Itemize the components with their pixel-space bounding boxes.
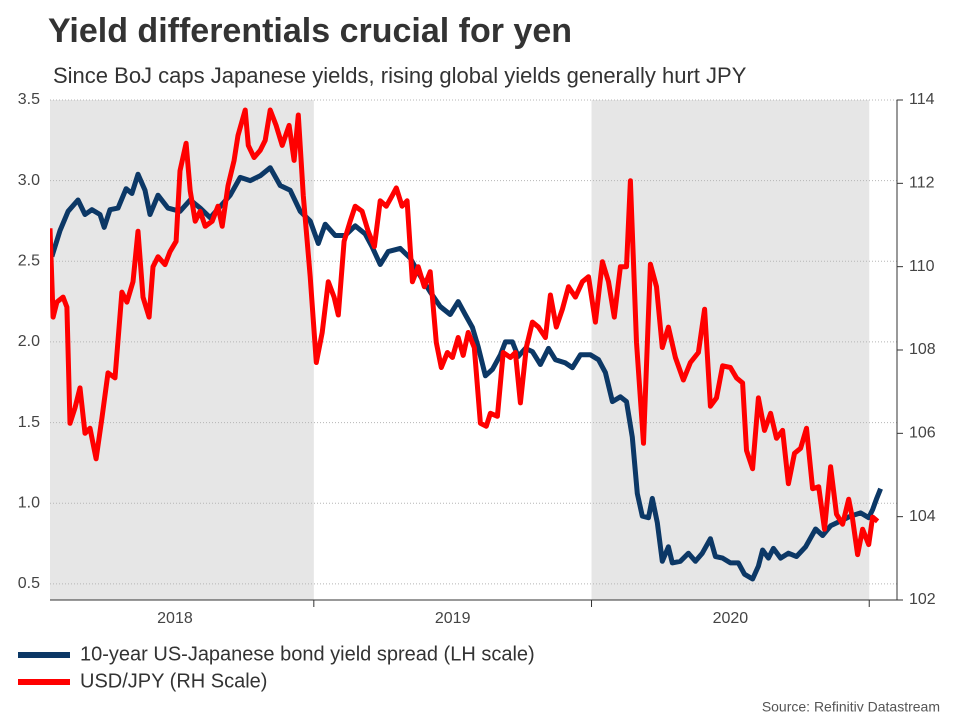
- axes-layer: 0.5 1.0 1.5 2.0 2.5 3.0 3.5 102 104 106 108 110 112 1…: [18, 91, 936, 692]
- y-tick-label: 0.5: [18, 575, 40, 592]
- y2-tick-label: 110: [909, 258, 935, 275]
- source: Source: Refinitiv Datastream: [762, 699, 940, 715]
- y2-tick-label: 104: [909, 508, 936, 525]
- x-tick-label: 2018: [157, 610, 193, 627]
- background-layer: [50, 100, 870, 600]
- shaded-period: [591, 100, 870, 600]
- series-line: [50, 107, 880, 558]
- y2-tick-label: 102: [909, 591, 936, 608]
- x-tick-label: 2020: [713, 610, 749, 627]
- shaded-period: [50, 100, 314, 600]
- y-tick-label: 1.5: [18, 414, 40, 431]
- lines-layer: [50, 107, 883, 582]
- y2-tick-label: 112: [909, 175, 935, 192]
- legend-label: USD/JPY (RH Scale): [80, 670, 267, 692]
- y-tick-label: 2.5: [18, 253, 40, 270]
- y2-tick-label: 108: [909, 341, 936, 358]
- chart-title: Yield differentials crucial for yen: [48, 12, 572, 50]
- chart-subtitle: Since BoJ caps Japanese yields, rising g…: [53, 63, 747, 88]
- y-tick-label: 3.5: [18, 91, 40, 108]
- y-tick-label: 1.0: [18, 494, 40, 511]
- y-tick-label: 3.0: [18, 172, 40, 189]
- y2-tick-label: 114: [909, 91, 935, 108]
- y-tick-label: 2.0: [18, 333, 40, 350]
- series-line: [50, 165, 883, 582]
- legend-label: 10-year US-Japanese bond yield spread (L…: [80, 643, 535, 665]
- x-tick-label: 2019: [435, 610, 471, 627]
- y2-tick-label: 106: [909, 425, 936, 442]
